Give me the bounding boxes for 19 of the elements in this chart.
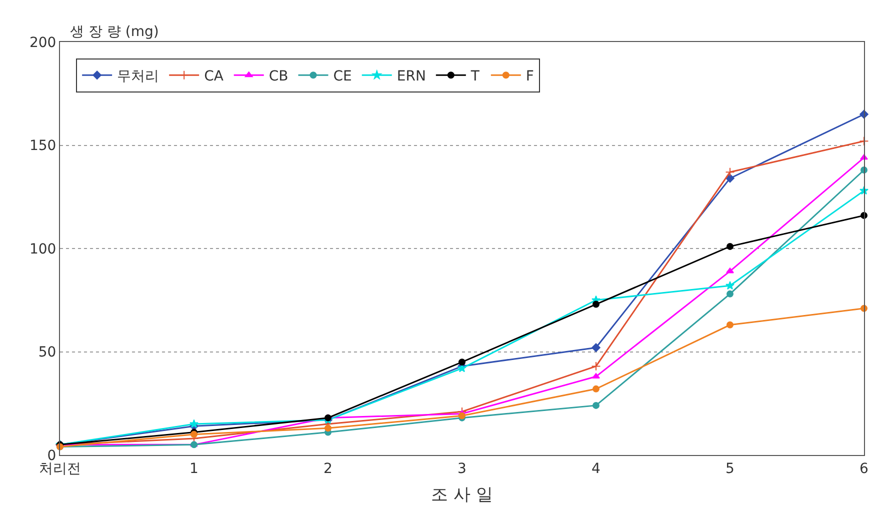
legend-label: ERN bbox=[396, 68, 426, 85]
x-tick-label: 5 bbox=[726, 460, 734, 477]
x-tick-label: 1 bbox=[190, 460, 198, 477]
y-tick-label: 200 bbox=[29, 34, 56, 51]
x-tick-label: 2 bbox=[324, 460, 332, 477]
legend-label: 무처리 bbox=[117, 68, 160, 85]
legend-label: CE bbox=[333, 68, 352, 85]
y-tick-label: 50 bbox=[38, 344, 56, 361]
y-axis-title: 생 장 량 (mg) bbox=[70, 24, 159, 40]
x-tick-label: 4 bbox=[592, 460, 601, 477]
x-tick-label: 3 bbox=[458, 460, 466, 477]
x-axis-title: 조 사 일 bbox=[431, 485, 493, 506]
legend-label: CB bbox=[268, 68, 288, 85]
legend-label: CA bbox=[204, 68, 224, 85]
y-tick-label: 100 bbox=[29, 241, 56, 258]
x-tick-label: 6 bbox=[860, 460, 869, 477]
y-tick-label: 150 bbox=[29, 138, 56, 154]
legend-label: T bbox=[470, 68, 480, 85]
legend-label: F bbox=[526, 68, 534, 85]
